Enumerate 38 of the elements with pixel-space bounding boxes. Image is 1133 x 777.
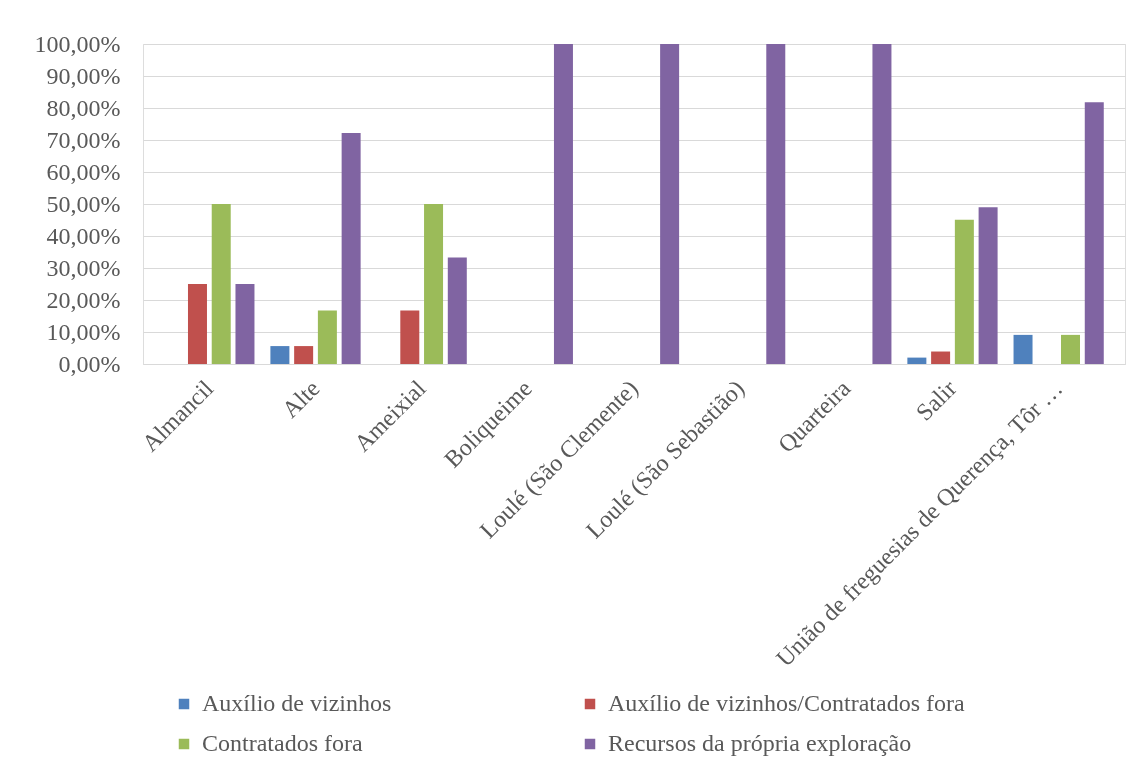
y-tick-label: 10,00% bbox=[46, 318, 121, 345]
x-tick-label: Alte bbox=[276, 375, 325, 423]
y-tick-label: 40,00% bbox=[46, 222, 121, 249]
bar bbox=[341, 132, 361, 364]
y-tick-label: 100,00% bbox=[34, 30, 121, 57]
y-tick-label: 90,00% bbox=[46, 62, 121, 89]
bar bbox=[1084, 102, 1104, 364]
bar bbox=[317, 310, 337, 364]
legend-label: Contratados fora bbox=[202, 730, 363, 756]
y-tick-label: 30,00% bbox=[46, 254, 121, 281]
y-tick-label: 60,00% bbox=[46, 158, 121, 185]
bar bbox=[931, 351, 951, 364]
y-tick-label: 80,00% bbox=[46, 94, 121, 121]
y-tick-label: 0,00% bbox=[58, 350, 121, 377]
legend-label: Auxílio de vizinhos bbox=[202, 690, 392, 716]
bar bbox=[907, 357, 927, 364]
y-tick-label: 20,00% bbox=[46, 286, 121, 313]
bar bbox=[1061, 334, 1081, 364]
bar bbox=[235, 284, 255, 364]
bar bbox=[1013, 334, 1033, 364]
bar bbox=[447, 257, 467, 364]
legend-label: Recursos da própria exploração bbox=[608, 730, 912, 756]
bar bbox=[270, 346, 290, 364]
bar bbox=[872, 44, 892, 364]
x-tick-label: Salir bbox=[911, 375, 962, 426]
bar bbox=[400, 310, 420, 364]
bar bbox=[294, 346, 314, 364]
bar bbox=[424, 204, 444, 364]
bar bbox=[211, 204, 231, 364]
legend-label: Auxílio de vizinhos/Contratados fora bbox=[608, 690, 965, 716]
bar bbox=[660, 44, 680, 364]
bar bbox=[553, 44, 573, 364]
y-tick-label: 70,00% bbox=[46, 126, 121, 153]
bar bbox=[978, 207, 998, 364]
y-tick-label: 50,00% bbox=[46, 190, 121, 217]
bar bbox=[187, 284, 207, 364]
bar bbox=[766, 44, 786, 364]
bar bbox=[954, 219, 974, 364]
